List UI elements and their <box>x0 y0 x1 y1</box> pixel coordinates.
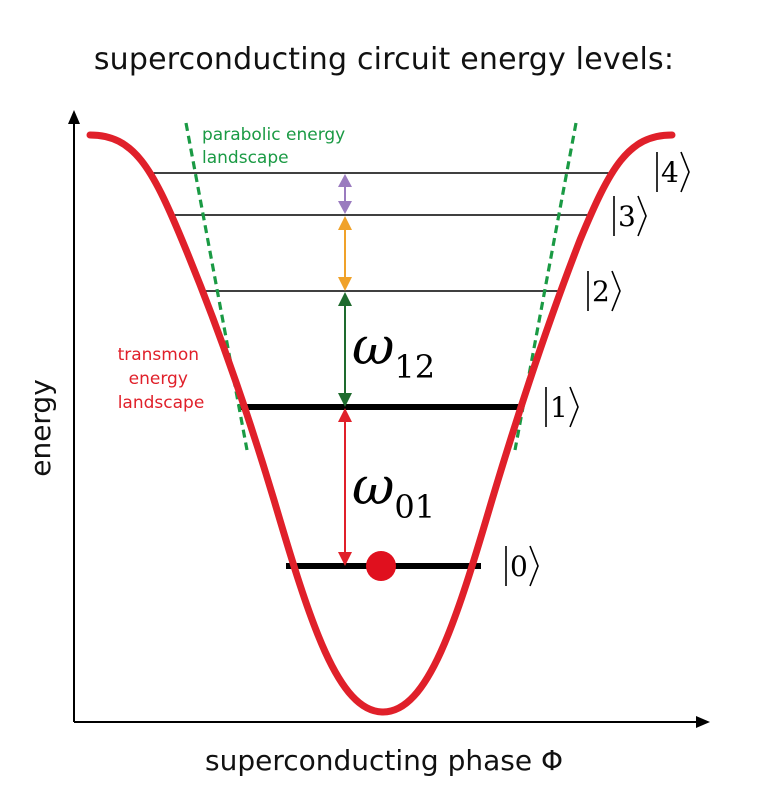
ket-1-bars <box>545 386 579 428</box>
transition-arrowhead-12-down <box>338 393 352 407</box>
x-axis-label: superconducting phase Φ <box>205 744 563 777</box>
omega-01-label: ω01 <box>352 457 435 526</box>
ket-0: 0 <box>505 545 539 587</box>
transmon-label: transmon energy landscape <box>118 345 205 413</box>
transition-arrowhead-23-down <box>338 277 352 291</box>
ket-4-bars <box>656 151 690 193</box>
ket-3-bars <box>613 195 647 237</box>
transmon-label-line3: landscape <box>118 393 205 413</box>
ket-0-bars <box>505 545 539 587</box>
ket-4: 4 <box>656 151 690 193</box>
transition-arrowhead-01-down <box>338 552 352 566</box>
omega-12-label: ω12 <box>352 317 435 386</box>
ket-0-label: 0 <box>510 550 528 583</box>
ket-4-label: 4 <box>661 156 679 189</box>
omega-01-subscript: 01 <box>394 488 435 526</box>
parabolic-label: parabolic energy landscape <box>202 125 351 168</box>
diagram-title: superconducting circuit energy levels: <box>93 42 675 77</box>
transmon-label-line2: energy <box>129 369 188 389</box>
omega-12-subscript: 12 <box>394 348 435 386</box>
omega-01-symbol: ω <box>352 457 394 517</box>
y-axis-label: energy <box>24 379 57 477</box>
ket-3-label: 3 <box>618 200 636 233</box>
transition-arrowhead-01-up <box>338 408 352 422</box>
transmon-label-line1: transmon <box>118 345 199 365</box>
transition-arrowhead-34-down <box>338 201 352 214</box>
ket-2: 2 <box>587 270 621 312</box>
transition-arrowhead-23-up <box>338 216 352 230</box>
y-axis-arrowhead <box>68 110 80 124</box>
omega-12-symbol: ω <box>352 317 394 377</box>
transition-arrowhead-12-up <box>338 292 352 306</box>
ket-1-label: 1 <box>550 391 568 424</box>
ket-1: 1 <box>545 386 579 428</box>
x-axis-arrowhead <box>696 716 710 728</box>
transition-arrowhead-34-up <box>338 174 352 187</box>
parabola-left <box>184 122 249 451</box>
ket-2-label: 2 <box>592 275 610 308</box>
ket-3: 3 <box>613 195 647 237</box>
parabolic-label-line1: parabolic energy <box>202 125 345 145</box>
ground-state-particle <box>366 551 396 581</box>
ket-2-bars <box>587 270 621 312</box>
parabolic-label-line2: landscape <box>202 148 289 168</box>
transmon-potential-curve <box>86 131 676 716</box>
